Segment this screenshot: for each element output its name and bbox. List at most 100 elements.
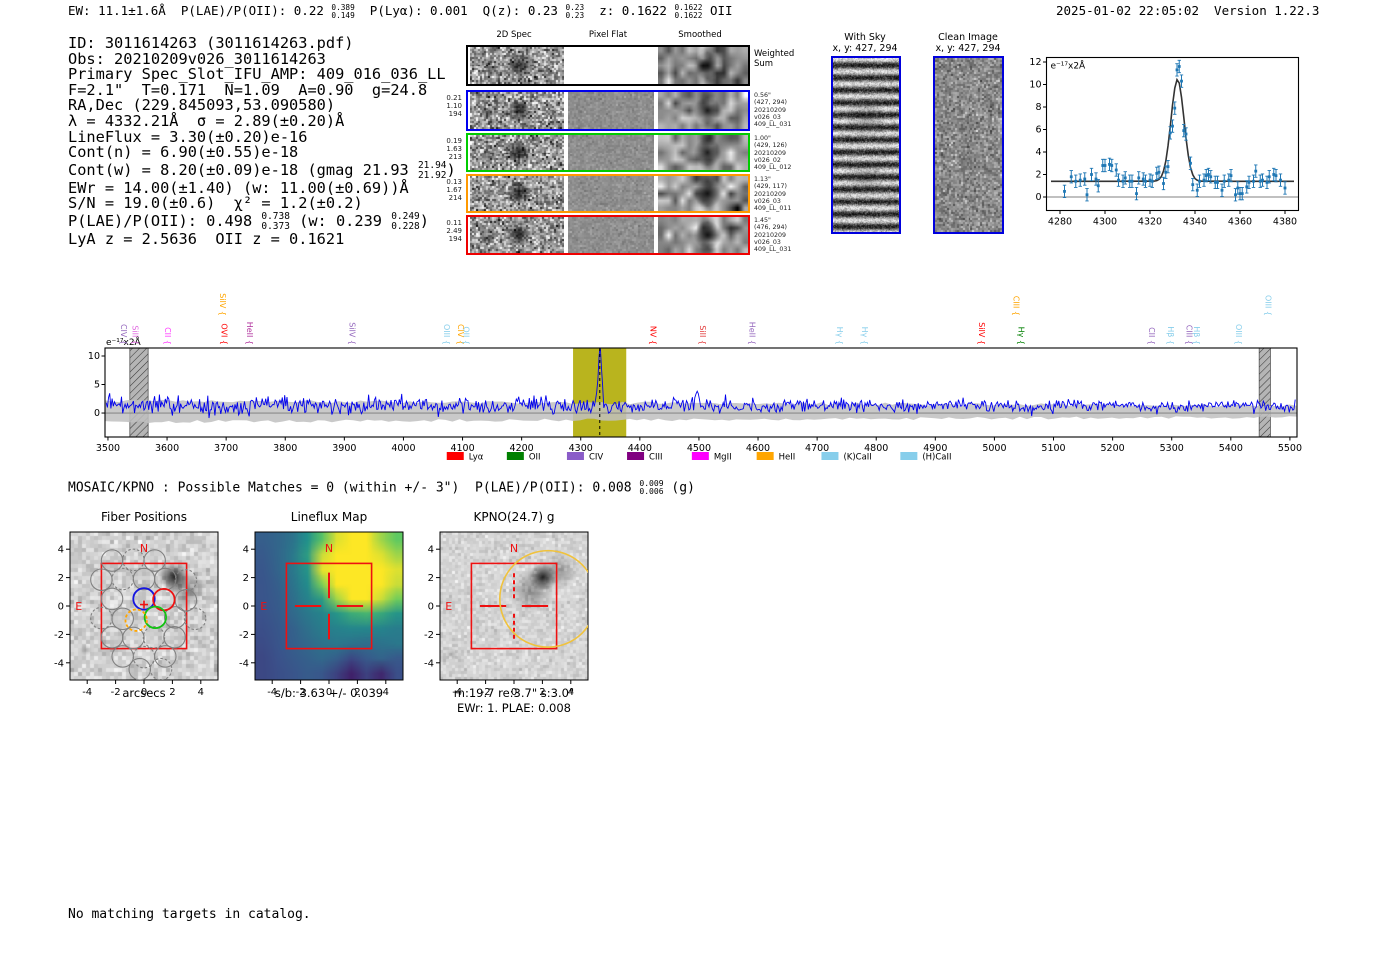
svg-text:-4: -4	[82, 687, 92, 698]
spectral-line-label: HeII {	[748, 322, 757, 345]
panel-caption: EWr: 1. PLAE: 0.008	[457, 701, 571, 715]
spectral-line-label: OIII {	[1234, 324, 1243, 345]
pixel-flat-image	[568, 135, 654, 170]
lineflux-map-overlay: -4 -2 0 2 4 -4 -2 0 2 4 N E	[239, 531, 404, 698]
info-line: Obs: 20210209v026_3011614263	[68, 49, 326, 68]
spec2d-image	[470, 92, 564, 129]
spectral-line-label: CIV {	[119, 324, 128, 345]
smoothed-image	[658, 47, 748, 84]
spec2d-image	[470, 217, 564, 253]
svg-text:0: 0	[58, 602, 64, 613]
footer-line: No matching targets in catalog.	[68, 907, 311, 922]
spectral-line-label: Hγ {	[1017, 327, 1026, 345]
svg-text:-2: -2	[239, 630, 249, 641]
spectral-line-label: Hγ {	[835, 327, 844, 345]
svg-text:5000: 5000	[982, 443, 1006, 454]
lineflux-map-image	[255, 532, 403, 680]
svg-text:2: 2	[58, 573, 64, 584]
spec2d-fiber-row	[466, 133, 750, 172]
svg-text:0: 0	[243, 602, 249, 613]
spec2d-column-title: Pixel Flat	[588, 30, 628, 40]
panel-xlabel: m:19.7 re:3.7" s:3.0"	[453, 686, 575, 700]
svg-text:4: 4	[383, 687, 389, 698]
spectral-line-label: SiII {	[698, 325, 707, 345]
fiber-row-details: 1.00" (429, 126) 20210209 v026_02 409_LL_012	[754, 135, 792, 172]
weighted-sum-label: Weighted Sum	[754, 49, 795, 69]
svg-text:4380: 4380	[1273, 217, 1297, 228]
compass-east: E	[260, 600, 267, 613]
legend-entry: (H)CaII	[922, 453, 951, 463]
compass-north: N	[510, 542, 518, 555]
svg-text:2: 2	[354, 687, 360, 698]
svg-text:-4: -4	[239, 658, 249, 669]
svg-text:5400: 5400	[1219, 443, 1243, 454]
info-line: λ = 4332.21Å σ = 2.89(±0.20)Å	[68, 111, 345, 130]
svg-text:4320: 4320	[1138, 217, 1162, 228]
compass-north: N	[140, 542, 148, 555]
spectral-line-label: CIII {	[1011, 296, 1020, 316]
svg-text:-4: -4	[267, 687, 277, 698]
info-line: LyA z = 2.5636 OII z = 0.1621	[68, 229, 345, 248]
spec2d-image	[470, 135, 564, 170]
svg-text:4: 4	[428, 545, 434, 556]
spectral-line-label: OII {	[462, 326, 471, 345]
svg-text:4340: 4340	[1183, 217, 1207, 228]
panel-xlabel: s/b: 3.63 +/- 0.039	[274, 686, 384, 700]
spectral-line-label: SiIV {	[348, 322, 357, 345]
panel-title: Lineflux Map	[290, 510, 368, 524]
svg-text:3500: 3500	[96, 443, 120, 454]
fiber-row-details: 1.45" (476, 294) 20210209 v026_03 409_LL_031	[754, 217, 792, 254]
pixel-flat-image	[568, 92, 654, 129]
spectral-line-label: CIV {	[456, 324, 465, 345]
legend-entry: MgII	[714, 453, 732, 463]
svg-text:2: 2	[169, 687, 175, 698]
svg-text:2: 2	[1035, 170, 1041, 181]
panel-title: Fiber Positions	[100, 510, 188, 524]
footer-notes: No matching targets in catalog. Row inte…	[68, 876, 311, 953]
svg-text:10: 10	[88, 351, 100, 362]
svg-text:0: 0	[94, 408, 100, 419]
svg-text:4700: 4700	[805, 443, 829, 454]
spec2d-weighted-row	[466, 45, 750, 86]
panel-title: KPNO(24.7) g	[473, 510, 555, 524]
clean-image	[933, 56, 1004, 234]
stacked-interval: 0.23 0.23	[565, 2, 585, 20]
panel-xlabel: arcsecs	[122, 686, 166, 700]
panel-lineflux-map: Lineflux Map -4 -2 0 2 4 -4 -2 0 2 4 N E s/b: 3.63 …	[225, 508, 435, 728]
legend-entry: OII	[529, 453, 541, 463]
legend-entry: Lyα	[469, 453, 484, 463]
spectral-line-label: HeII {	[245, 322, 254, 345]
summary-header: EW: 11.1±1.6Å P(LAE)/P(OII): 0.22 0.389 0…	[68, 2, 733, 20]
info-line: RA,Dec (229.845093,53.090580)	[68, 96, 336, 115]
stacked-interval: 0.738 0.373	[261, 210, 290, 232]
svg-text:0: 0	[141, 687, 147, 698]
spectral-line-label: Hβ {	[1166, 326, 1175, 345]
compass-east: E	[75, 600, 82, 613]
svg-text:-4: -4	[452, 687, 462, 698]
svg-text:5: 5	[94, 380, 100, 391]
svg-text:10: 10	[1029, 80, 1041, 91]
svg-text:4000: 4000	[391, 443, 415, 454]
compass-east: E	[445, 600, 452, 613]
svg-text:4300: 4300	[1093, 217, 1117, 228]
svg-text:5300: 5300	[1160, 443, 1184, 454]
svg-text:-2: -2	[296, 687, 306, 698]
svg-text:0: 0	[511, 687, 517, 698]
legend-entry: HeII	[779, 453, 796, 463]
spectral-line-label: CIII {	[1184, 325, 1193, 345]
spectral-line-label: CII {	[1147, 327, 1156, 345]
fiber-row-weights: 0.13 1.67 214	[446, 178, 462, 202]
svg-text:3900: 3900	[332, 443, 356, 454]
stacked-interval: 0.389 0.149	[331, 2, 355, 20]
spec2d-image	[470, 176, 564, 211]
svg-text:4500: 4500	[687, 443, 711, 454]
legend-entry: CIV	[589, 453, 603, 463]
pixel-flat-image	[568, 176, 654, 211]
svg-text:5500: 5500	[1278, 443, 1302, 454]
fiber-row-details: 1.13" (429, 117) 20210209 v026_03 409_LL_011	[754, 176, 792, 213]
smoothed-image	[658, 92, 748, 129]
fiber-row-weights: 0.11 2.49 194	[446, 219, 462, 243]
svg-text:e⁻¹⁷x2Å: e⁻¹⁷x2Å	[1051, 60, 1087, 72]
spec2d-column-title: Smoothed	[678, 30, 722, 40]
svg-text:4600: 4600	[746, 443, 770, 454]
